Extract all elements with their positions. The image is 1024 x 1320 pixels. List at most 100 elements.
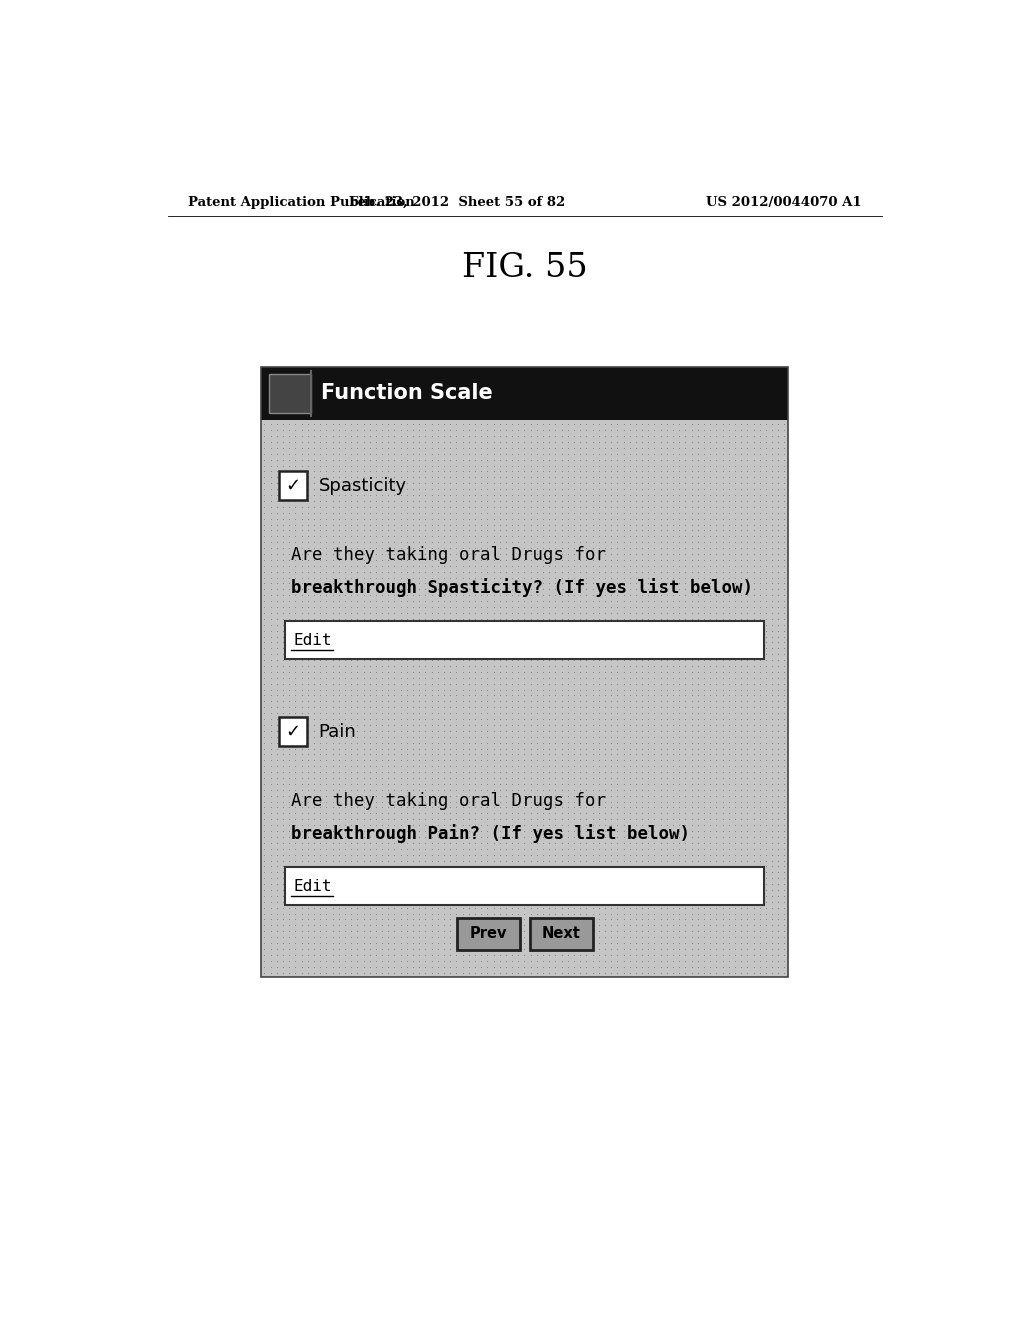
Point [337, 838, 353, 859]
Point [404, 379, 421, 400]
Point [498, 556, 514, 577]
Point [492, 779, 508, 800]
Point [646, 879, 663, 900]
Point [386, 762, 402, 783]
Point [553, 714, 569, 735]
Point [715, 874, 731, 895]
Point [634, 367, 650, 388]
Point [566, 797, 583, 818]
Point [628, 638, 644, 659]
Point [306, 879, 323, 900]
Point [758, 461, 774, 482]
Point [306, 455, 323, 477]
Point [683, 379, 699, 400]
Point [318, 573, 335, 594]
Point [473, 891, 489, 912]
Point [733, 372, 750, 393]
Point [479, 384, 496, 405]
Point [374, 939, 390, 960]
Point [424, 432, 440, 453]
Point [665, 379, 681, 400]
Point [361, 709, 378, 730]
Point [677, 561, 693, 582]
Point [337, 962, 353, 983]
Point [331, 556, 347, 577]
Point [368, 379, 384, 400]
Point [504, 585, 520, 606]
Point [485, 803, 502, 824]
Point [622, 544, 638, 565]
Point [652, 855, 669, 876]
Point [417, 891, 433, 912]
Point [709, 697, 725, 718]
Point [380, 950, 396, 972]
Point [424, 455, 440, 477]
Point [442, 767, 459, 788]
Point [510, 444, 526, 465]
Point [449, 838, 465, 859]
Point [300, 425, 316, 446]
Point [300, 479, 316, 500]
Point [658, 585, 675, 606]
Point [689, 444, 706, 465]
Point [702, 632, 719, 653]
Point [424, 384, 440, 405]
Point [560, 444, 577, 465]
Point [615, 809, 632, 830]
Point [455, 620, 471, 642]
Point [424, 379, 440, 400]
Point [652, 568, 669, 589]
Point [436, 697, 453, 718]
Point [262, 744, 279, 766]
Point [752, 956, 768, 977]
Point [510, 649, 526, 671]
Point [727, 709, 743, 730]
Point [442, 762, 459, 783]
Point [652, 556, 669, 577]
Point [442, 750, 459, 771]
Point [640, 432, 656, 453]
Point [404, 702, 421, 723]
Point [646, 673, 663, 694]
Point [591, 702, 607, 723]
Point [566, 874, 583, 895]
Point [256, 379, 272, 400]
Point [331, 513, 347, 535]
Point [300, 401, 316, 422]
Point [449, 578, 465, 599]
Point [300, 508, 316, 529]
Point [331, 384, 347, 405]
Point [349, 513, 366, 535]
Point [597, 738, 613, 759]
Point [652, 867, 669, 888]
Point [510, 874, 526, 895]
Point [671, 809, 687, 830]
Point [256, 855, 272, 876]
Point [337, 502, 353, 523]
Point [374, 444, 390, 465]
Point [609, 879, 626, 900]
Point [349, 932, 366, 953]
Point [337, 886, 353, 907]
Point [770, 678, 786, 700]
Point [764, 644, 780, 665]
Point [597, 779, 613, 800]
Point [355, 667, 372, 688]
Point [665, 809, 681, 830]
Point [380, 956, 396, 977]
Point [256, 391, 272, 412]
Point [739, 408, 756, 429]
Point [560, 962, 577, 983]
Point [609, 797, 626, 818]
Point [646, 544, 663, 565]
Point [702, 886, 719, 907]
Point [492, 602, 508, 623]
Point [727, 549, 743, 570]
Point [702, 702, 719, 723]
Point [615, 673, 632, 694]
Point [572, 467, 589, 488]
Point [665, 932, 681, 953]
Point [262, 785, 279, 807]
Point [603, 685, 620, 706]
Point [721, 372, 737, 393]
